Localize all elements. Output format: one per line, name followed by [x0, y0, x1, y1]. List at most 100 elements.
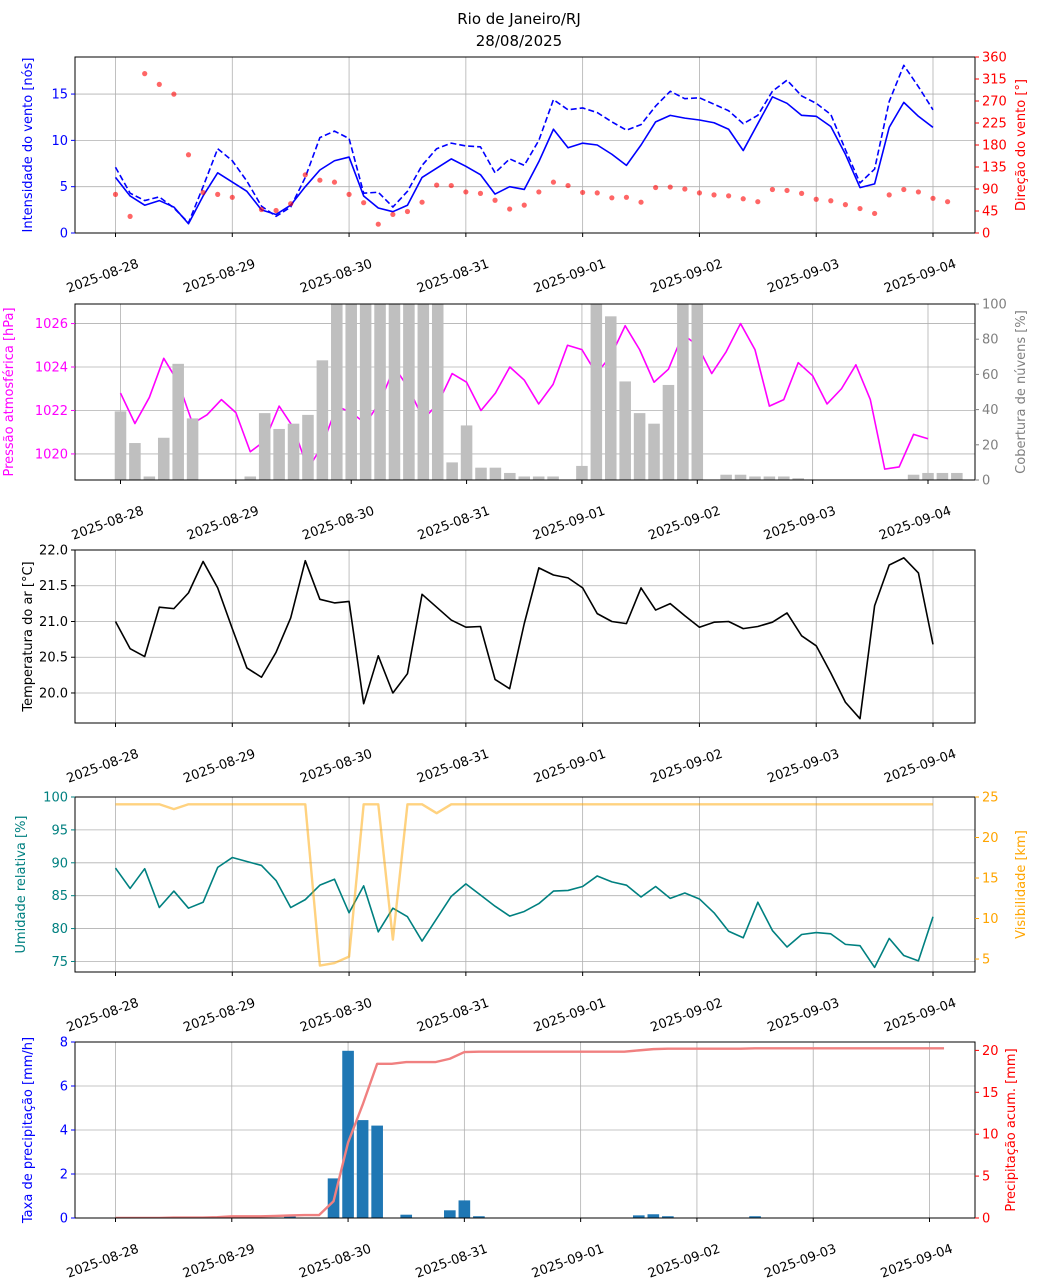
wind-direction-point	[536, 189, 542, 195]
y-tick-label-left: 20.0	[39, 686, 68, 701]
panel-precipitation: 0 2 4 6 8 Taxa de precipitação [mm/h] 0 5 10 15 20…	[21, 1036, 1019, 1278]
wind-direction-point	[507, 206, 513, 212]
precip-rate-bar	[473, 1216, 485, 1218]
x-tick-label: 2025-08-30	[298, 996, 374, 1036]
y-axis-right-humidity: 5 10 15 20 25	[975, 791, 999, 968]
axes-frame	[74, 549, 976, 724]
y-tick-label-left: 1026	[35, 317, 68, 332]
x-tick-label: 2025-08-31	[416, 504, 492, 544]
wind-direction-point	[886, 192, 892, 198]
wind-direction-point	[755, 199, 761, 205]
cloud-cover-bar	[619, 381, 631, 480]
wind-direction-point	[726, 193, 732, 199]
cloud-cover-bar	[720, 474, 732, 480]
x-tick-label: 2025-09-03	[762, 504, 838, 544]
x-axis-wind: 2025-08-28 2025-08-29 2025-08-30 2025-08-31…	[65, 233, 958, 297]
wind-direction-point	[594, 190, 600, 196]
y-tick-label-right: 0	[982, 1212, 990, 1227]
wind-direction-point	[171, 91, 177, 97]
y-axis-label-right: Direção do vento [°]	[1014, 79, 1029, 211]
y-tick-label-left: 20.5	[39, 651, 68, 666]
wind-direction-point	[550, 179, 557, 185]
cloud-cover-bar	[143, 476, 156, 480]
cloud-cover-bar	[273, 428, 285, 480]
wind-direction-point	[375, 221, 381, 227]
y-axis-label-right: Visibilidade [km]	[1014, 830, 1029, 939]
wind-gust-line	[114, 64, 934, 224]
y-axis-label-left: Umidade relativa [%]	[14, 815, 29, 953]
grid-pressure	[75, 304, 975, 480]
pressure-line	[119, 322, 929, 470]
x-tick-label: 2025-08-31	[415, 747, 491, 787]
y-tick-label-left: 90	[51, 856, 68, 871]
data-precipitation	[115, 1047, 945, 1218]
x-axis-pressure: 2025-08-28 2025-08-29 2025-08-30 2025-08-31…	[70, 480, 953, 544]
cloud-cover-bar	[417, 304, 430, 480]
cloud-cover-bar	[907, 474, 920, 480]
x-tick-label: 2025-08-29	[182, 996, 258, 1036]
axes-frame	[74, 303, 976, 481]
wind-direction-point	[200, 189, 206, 196]
visibility-line	[115, 803, 933, 967]
x-tick-label: 2025-08-31	[414, 1242, 490, 1278]
wind-direction-point	[769, 186, 776, 193]
cloud-cover-bar	[734, 474, 747, 480]
x-axis-temperature: 2025-08-28 2025-08-29 2025-08-30 2025-08-31…	[65, 723, 958, 787]
cloud-cover-bar	[316, 360, 329, 480]
y-tick-label-right: 180	[982, 139, 1007, 154]
cloud-cover-bar	[576, 465, 588, 480]
x-tick-label: 2025-08-31	[415, 257, 491, 297]
wind-direction-point	[404, 208, 411, 215]
y-tick-label-right: 20	[982, 438, 999, 453]
wind-direction-point	[901, 186, 907, 193]
y-tick-label-right: 0	[982, 474, 990, 489]
cloud-cover-bar	[431, 304, 444, 480]
y-tick-label-left: 0	[60, 227, 68, 242]
grid-precipitation	[75, 1041, 975, 1219]
y-axis-label-left: Intensidade do vento [nós]	[21, 58, 36, 233]
precip-rate-bar	[342, 1050, 354, 1218]
x-tick-label: 2025-08-30	[298, 747, 374, 787]
wind-direction-point	[944, 199, 951, 205]
wind-direction-point	[302, 172, 308, 178]
y-tick-label-right: 10	[982, 912, 999, 927]
x-tick-label: 2025-08-28	[65, 996, 141, 1036]
figure-title-line2: 28/08/2025	[476, 32, 562, 50]
y-axis-left-wind: 0 5 10 15	[51, 88, 75, 242]
y-tick-label-right: 135	[982, 161, 1007, 176]
precip-rate-bar	[662, 1216, 674, 1218]
x-tick-label: 2025-08-28	[70, 504, 146, 544]
precip-rate-bar	[284, 1216, 296, 1218]
precip-rate-bar	[444, 1210, 456, 1218]
cloud-cover-bar	[778, 476, 790, 480]
cloud-cover-bar	[749, 476, 761, 480]
wind-direction-point	[215, 191, 221, 197]
precip-rate-bar	[632, 1215, 645, 1218]
y-tick-label-left: 15	[51, 88, 68, 103]
y-tick-label-right: 15	[982, 1086, 999, 1101]
y-tick-label-right: 225	[982, 117, 1007, 132]
cloud-cover-bar	[590, 304, 603, 480]
y-tick-label-left: 80	[51, 922, 68, 937]
cloud-cover-bar	[129, 443, 141, 480]
x-tick-label: 2025-09-04	[882, 747, 958, 787]
wind-direction-point	[361, 200, 367, 206]
x-tick-label: 2025-08-29	[182, 747, 258, 787]
data-wind	[112, 64, 951, 227]
temperature-line	[114, 557, 934, 720]
precip-rate-bar	[371, 1125, 383, 1218]
x-tick-label: 2025-09-01	[531, 504, 607, 544]
grid-temperature	[75, 549, 975, 723]
y-tick-label-left: 10	[51, 134, 68, 149]
x-tick-label: 2025-08-29	[185, 504, 261, 544]
cloud-cover-bar	[518, 476, 531, 480]
y-tick-label-right: 0	[982, 227, 990, 242]
cloud-cover-bar	[374, 304, 386, 480]
y-axis-left-temperature: 20.0 20.5 21.0 21.5 22.0	[39, 544, 75, 701]
y-tick-label-right: 360	[982, 51, 1007, 66]
cloud-cover-bar	[951, 472, 963, 480]
wind-direction-point	[127, 213, 133, 219]
